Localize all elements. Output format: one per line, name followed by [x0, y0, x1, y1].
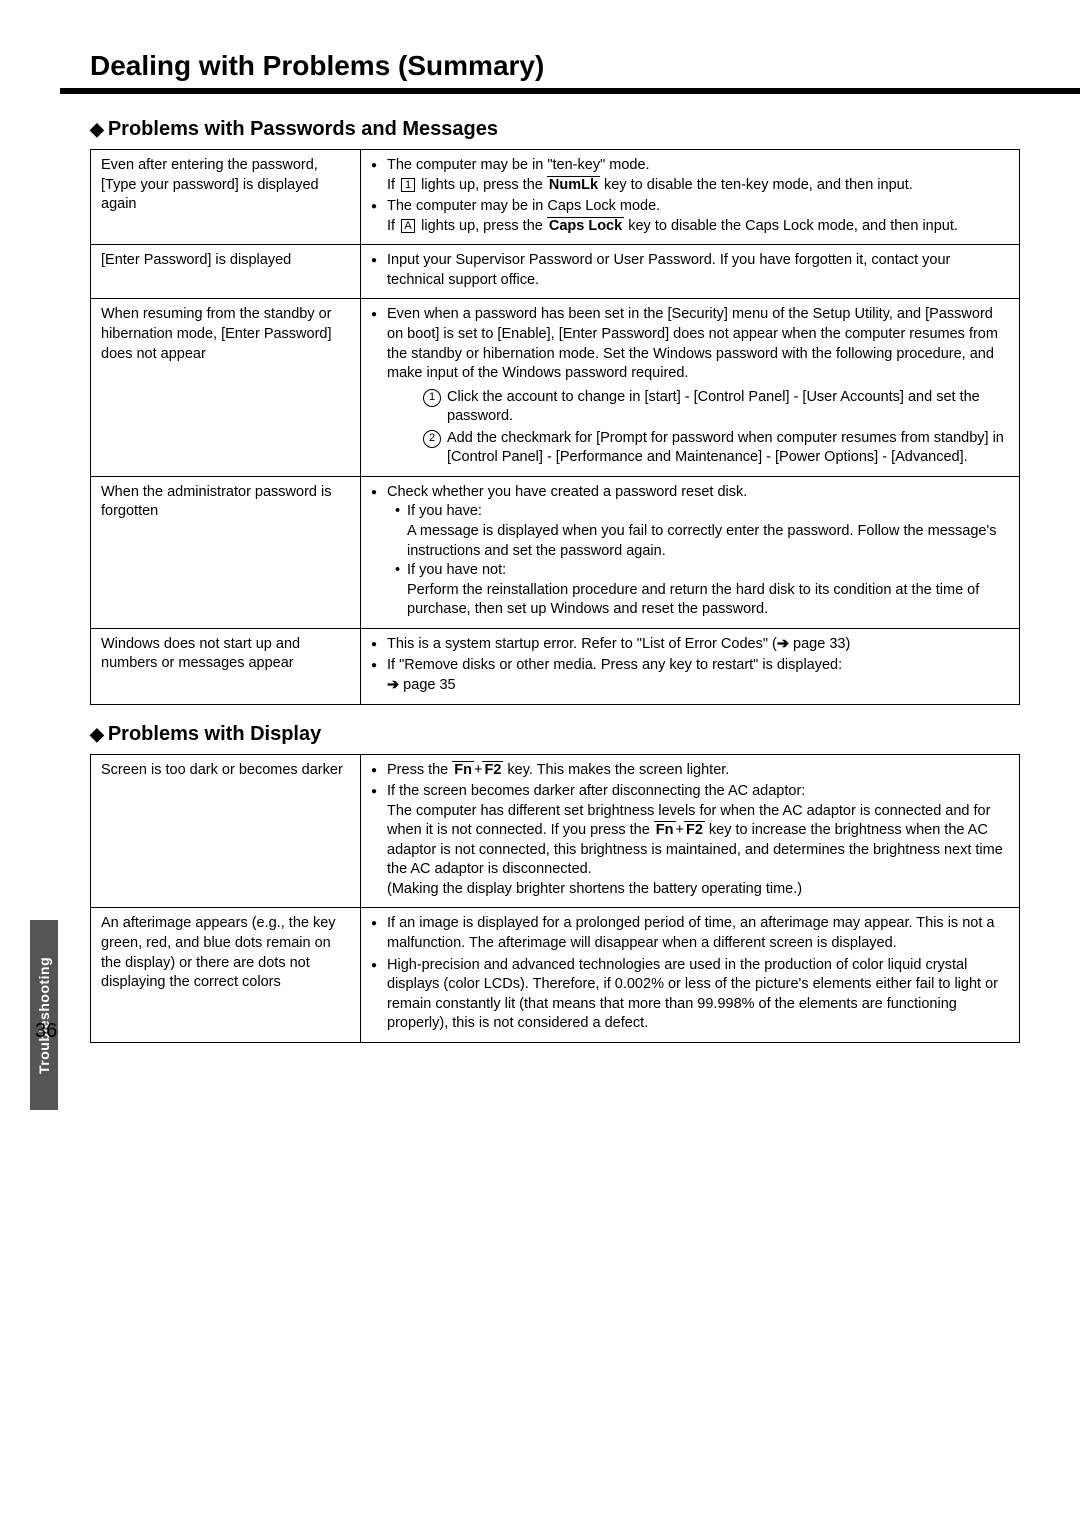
- problem-cell: Even after entering the password, [Type …: [91, 150, 361, 245]
- side-tab-troubleshooting: Troubleshooting: [30, 920, 58, 1110]
- bullet-item: High-precision and advanced technologies…: [371, 956, 1009, 1034]
- bullet-item: If an image is displayed for a prolonged…: [371, 914, 1009, 953]
- fn-key: Fn: [452, 761, 474, 778]
- bullet-item: Input your Supervisor Password or User P…: [371, 251, 1009, 290]
- table-row: Even after entering the password, [Type …: [91, 150, 1020, 245]
- table-row: Windows does not start up and numbers or…: [91, 628, 1020, 704]
- numlk-led-icon: 1: [401, 178, 415, 192]
- bullet-item: Check whether you have created a passwor…: [371, 483, 1009, 620]
- table-row: When the administrator password is forgo…: [91, 476, 1020, 628]
- diamond-icon: ◆: [90, 119, 104, 139]
- solution-cell: The computer may be in "ten-key" mode. I…: [361, 150, 1020, 245]
- sub-item: If you have: A message is displayed when…: [395, 502, 1009, 561]
- table-row: [Enter Password] is displayed Input your…: [91, 245, 1020, 299]
- solution-cell: Input your Supervisor Password or User P…: [361, 245, 1020, 299]
- sub-item: If you have not: Perform the reinstallat…: [395, 561, 1009, 620]
- diamond-icon: ◆: [90, 724, 104, 744]
- problem-cell: [Enter Password] is displayed: [91, 245, 361, 299]
- f2-key: F2: [482, 761, 503, 778]
- solution-cell: If an image is displayed for a prolonged…: [361, 908, 1020, 1042]
- fn-key: Fn: [654, 821, 676, 838]
- arrow-icon: ➔: [387, 677, 399, 693]
- page-title: Dealing with Problems (Summary): [90, 50, 1020, 82]
- bullet-item: If "Remove disks or other media. Press a…: [371, 656, 1009, 695]
- table-row: An afterimage appears (e.g., the key gre…: [91, 908, 1020, 1042]
- f2-key: F2: [684, 821, 705, 838]
- numbered-step: Click the account to change in [start] -…: [423, 388, 1009, 427]
- title-underline: [60, 88, 1080, 94]
- page-number: 36: [35, 1020, 57, 1043]
- solution-cell: This is a system startup error. Refer to…: [361, 628, 1020, 704]
- table-row: When resuming from the standby or hibern…: [91, 299, 1020, 477]
- bullet-item: If the screen becomes darker after disco…: [371, 782, 1009, 899]
- section-heading-passwords: ◆Problems with Passwords and Messages: [90, 118, 1020, 141]
- problem-cell: An afterimage appears (e.g., the key gre…: [91, 908, 361, 1042]
- capslock-led-icon: A: [401, 219, 415, 233]
- problem-cell: When resuming from the standby or hibern…: [91, 299, 361, 477]
- passwords-table: Even after entering the password, [Type …: [90, 149, 1020, 705]
- capslock-key: Caps Lock: [547, 217, 624, 234]
- numlk-key: NumLk: [547, 176, 600, 193]
- table-row: Screen is too dark or becomes darker Pre…: [91, 754, 1020, 908]
- solution-cell: Check whether you have created a passwor…: [361, 476, 1020, 628]
- bullet-item: Even when a password has been set in the…: [371, 305, 1009, 468]
- passwords-heading-text: Problems with Passwords and Messages: [108, 118, 498, 140]
- display-heading-text: Problems with Display: [108, 723, 321, 745]
- bullet-item: The computer may be in Caps Lock mode. I…: [371, 197, 1009, 236]
- solution-cell: Press the Fn+F2 key. This makes the scre…: [361, 754, 1020, 908]
- solution-cell: Even when a password has been set in the…: [361, 299, 1020, 477]
- bullet-item: The computer may be in "ten-key" mode. I…: [371, 156, 1009, 195]
- problem-cell: Screen is too dark or becomes darker: [91, 754, 361, 908]
- bullet-item: This is a system startup error. Refer to…: [371, 635, 1009, 655]
- section-heading-display: ◆Problems with Display: [90, 723, 1020, 746]
- display-table: Screen is too dark or becomes darker Pre…: [90, 754, 1020, 1043]
- bullet-item: Press the Fn+F2 key. This makes the scre…: [371, 761, 1009, 781]
- problem-cell: Windows does not start up and numbers or…: [91, 628, 361, 704]
- arrow-icon: ➔: [777, 636, 789, 652]
- numbered-step: Add the checkmark for [Prompt for passwo…: [423, 429, 1009, 468]
- problem-cell: When the administrator password is forgo…: [91, 476, 361, 628]
